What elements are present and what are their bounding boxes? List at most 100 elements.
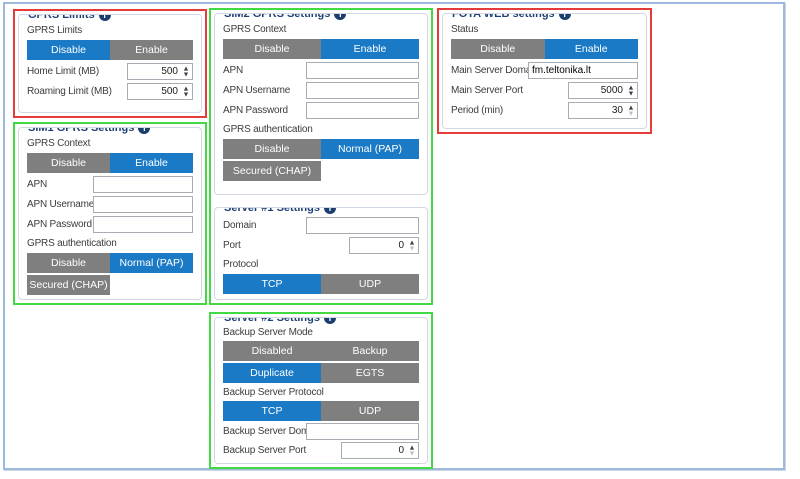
server1-legend: Server #1 Settings i (220, 207, 340, 215)
server2-mode-row1: Disabled Backup (223, 341, 419, 361)
main-server-port-stepper[interactable]: 5000 ▲ ▼ (568, 82, 638, 99)
auth-normal-pap-button[interactable]: Normal (PAP) (110, 253, 193, 273)
apn-password-input[interactable] (306, 102, 419, 119)
sim1-auth-toggle: Disable Normal (PAP) (27, 253, 193, 273)
server1-protocol-toggle: TCP UDP (223, 274, 419, 294)
info-icon[interactable]: i (334, 14, 347, 20)
auth-normal-pap-button[interactable]: Normal (PAP) (321, 139, 419, 159)
sim1-gprs-highlight: SIM1 GPRS Settings i GPRS Context Disabl… (13, 122, 207, 305)
enable-button[interactable]: Enable (544, 39, 638, 59)
mode-egts-button[interactable]: EGTS (321, 363, 419, 383)
server2-mode-label: Backup Server Mode (223, 327, 313, 338)
panel-title: Server #1 Settings (224, 207, 320, 214)
udp-button[interactable]: UDP (321, 401, 419, 421)
info-icon[interactable]: i (324, 318, 336, 324)
port-stepper[interactable]: 0 ▲ ▼ (349, 237, 419, 254)
apn-label: APN (223, 65, 243, 76)
fota-web-legend: FOTA WEB settings i (448, 13, 575, 21)
stepper-up-icon[interactable]: ▲ (409, 239, 415, 246)
fota-domain-row: Main Server Domain (451, 62, 638, 79)
fota-web-panel: FOTA WEB settings i Status Disable Enabl… (442, 13, 647, 129)
auth-disable-button[interactable]: Disable (223, 139, 321, 159)
fota-port-row: Main Server Port 5000 ▲ ▼ (451, 82, 638, 99)
period-stepper[interactable]: 30 ▲ ▼ (568, 102, 638, 119)
roaming-limit-stepper[interactable]: 500 ▲ ▼ (127, 83, 193, 100)
stepper-down-icon[interactable]: ▼ (628, 110, 634, 117)
stepper-down-icon[interactable]: ▼ (409, 245, 415, 252)
gprs-limits-legend: GPRS Limits i (24, 15, 115, 22)
home-limit-row: Home Limit (MB) 500 ▲ ▼ (27, 63, 193, 80)
stepper-down-icon[interactable]: ▼ (183, 91, 189, 98)
backup-port-stepper[interactable]: 0 ▲ ▼ (341, 442, 419, 459)
panel-title: SIM2 GPRS Settings (224, 13, 331, 20)
backup-domain-label: Backup Server Domain (223, 426, 306, 437)
home-limit-stepper[interactable]: 500 ▲ ▼ (127, 63, 193, 80)
auth-secured-chap-button[interactable]: Secured (CHAP) (223, 161, 321, 181)
stepper-down-icon[interactable]: ▼ (628, 90, 634, 97)
backup-port-label: Backup Server Port (223, 445, 307, 456)
info-icon[interactable]: i (98, 15, 111, 21)
stepper-up-icon[interactable]: ▲ (409, 444, 415, 451)
port-value: 0 (398, 240, 404, 251)
stepper-up-icon[interactable]: ▲ (183, 65, 189, 72)
info-icon[interactable]: i (138, 128, 151, 134)
server2-domain-row: Backup Server Domain (223, 423, 419, 440)
apn-username-input[interactable] (93, 196, 193, 213)
disable-button[interactable]: Disable (27, 153, 110, 173)
apn-input[interactable] (306, 62, 419, 79)
disable-button[interactable]: Disable (223, 39, 321, 59)
auth-disable-button[interactable]: Disable (27, 253, 110, 273)
info-icon[interactable]: i (558, 14, 571, 20)
sim2-gprs-panel: SIM2 GPRS Settings i GPRS Context Disabl… (214, 13, 428, 195)
stepper-arrows: ▲ ▼ (406, 445, 418, 457)
apn-input[interactable] (93, 176, 193, 193)
server1-domain-row: Domain (223, 217, 419, 234)
tcp-button[interactable]: TCP (223, 401, 321, 421)
disable-button[interactable]: Disable (451, 39, 545, 59)
tcp-button[interactable]: TCP (223, 274, 321, 294)
mode-duplicate-button[interactable]: Duplicate (223, 363, 321, 383)
sim1-auth-toggle-row2: Secured (CHAP) (27, 275, 193, 295)
apn-username-label: APN Username (27, 199, 93, 210)
udp-button[interactable]: UDP (321, 274, 419, 294)
fota-status-toggle: Disable Enable (451, 39, 638, 59)
backup-domain-input[interactable] (306, 423, 419, 440)
stepper-down-icon[interactable]: ▼ (409, 450, 415, 457)
stepper-arrows: ▲ ▼ (625, 85, 637, 97)
stepper-arrows: ▲ ▼ (406, 240, 418, 252)
sim2-apn-password-row: APN Password (223, 102, 419, 119)
mode-disabled-button[interactable]: Disabled (223, 341, 321, 361)
disable-button[interactable]: Disable (27, 40, 110, 60)
auth-secured-chap-button[interactable]: Secured (CHAP) (27, 275, 110, 295)
outer-frame (3, 2, 785, 470)
apn-password-input[interactable] (93, 216, 193, 233)
stepper-up-icon[interactable]: ▲ (183, 85, 189, 92)
stepper-up-icon[interactable]: ▲ (628, 104, 634, 111)
roaming-limit-value: 500 (161, 86, 178, 97)
mode-backup-button[interactable]: Backup (321, 341, 419, 361)
sim1-auth-label: GPRS authentication (27, 238, 117, 249)
panel-title: Server #2 Settings (224, 317, 320, 324)
domain-label: Domain (223, 220, 257, 231)
server1-protocol-label: Protocol (223, 259, 259, 270)
sim2-context-label: GPRS Context (223, 24, 287, 35)
apn-username-input[interactable] (306, 82, 419, 99)
stepper-arrows: ▲ ▼ (625, 105, 637, 117)
period-label: Period (min) (451, 105, 504, 116)
sim1-gprs-legend: SIM1 GPRS Settings i (24, 128, 155, 135)
stepper-arrows: ▲ ▼ (180, 66, 192, 78)
enable-button[interactable]: Enable (321, 39, 419, 59)
main-server-domain-input[interactable] (528, 62, 638, 79)
info-icon[interactable]: i (324, 208, 336, 214)
domain-input[interactable] (306, 217, 419, 234)
stepper-up-icon[interactable]: ▲ (628, 84, 634, 91)
enable-button[interactable]: Enable (110, 153, 193, 173)
panel-title: FOTA WEB settings (452, 13, 555, 20)
port-label: Port (223, 240, 241, 251)
fota-period-row: Period (min) 30 ▲ ▼ (451, 102, 638, 119)
stepper-down-icon[interactable]: ▼ (183, 71, 189, 78)
sim2-gprs-legend: SIM2 GPRS Settings i (220, 13, 351, 21)
enable-button[interactable]: Enable (110, 40, 193, 60)
gprs-limits-toggle: Disable Enable (27, 40, 193, 60)
